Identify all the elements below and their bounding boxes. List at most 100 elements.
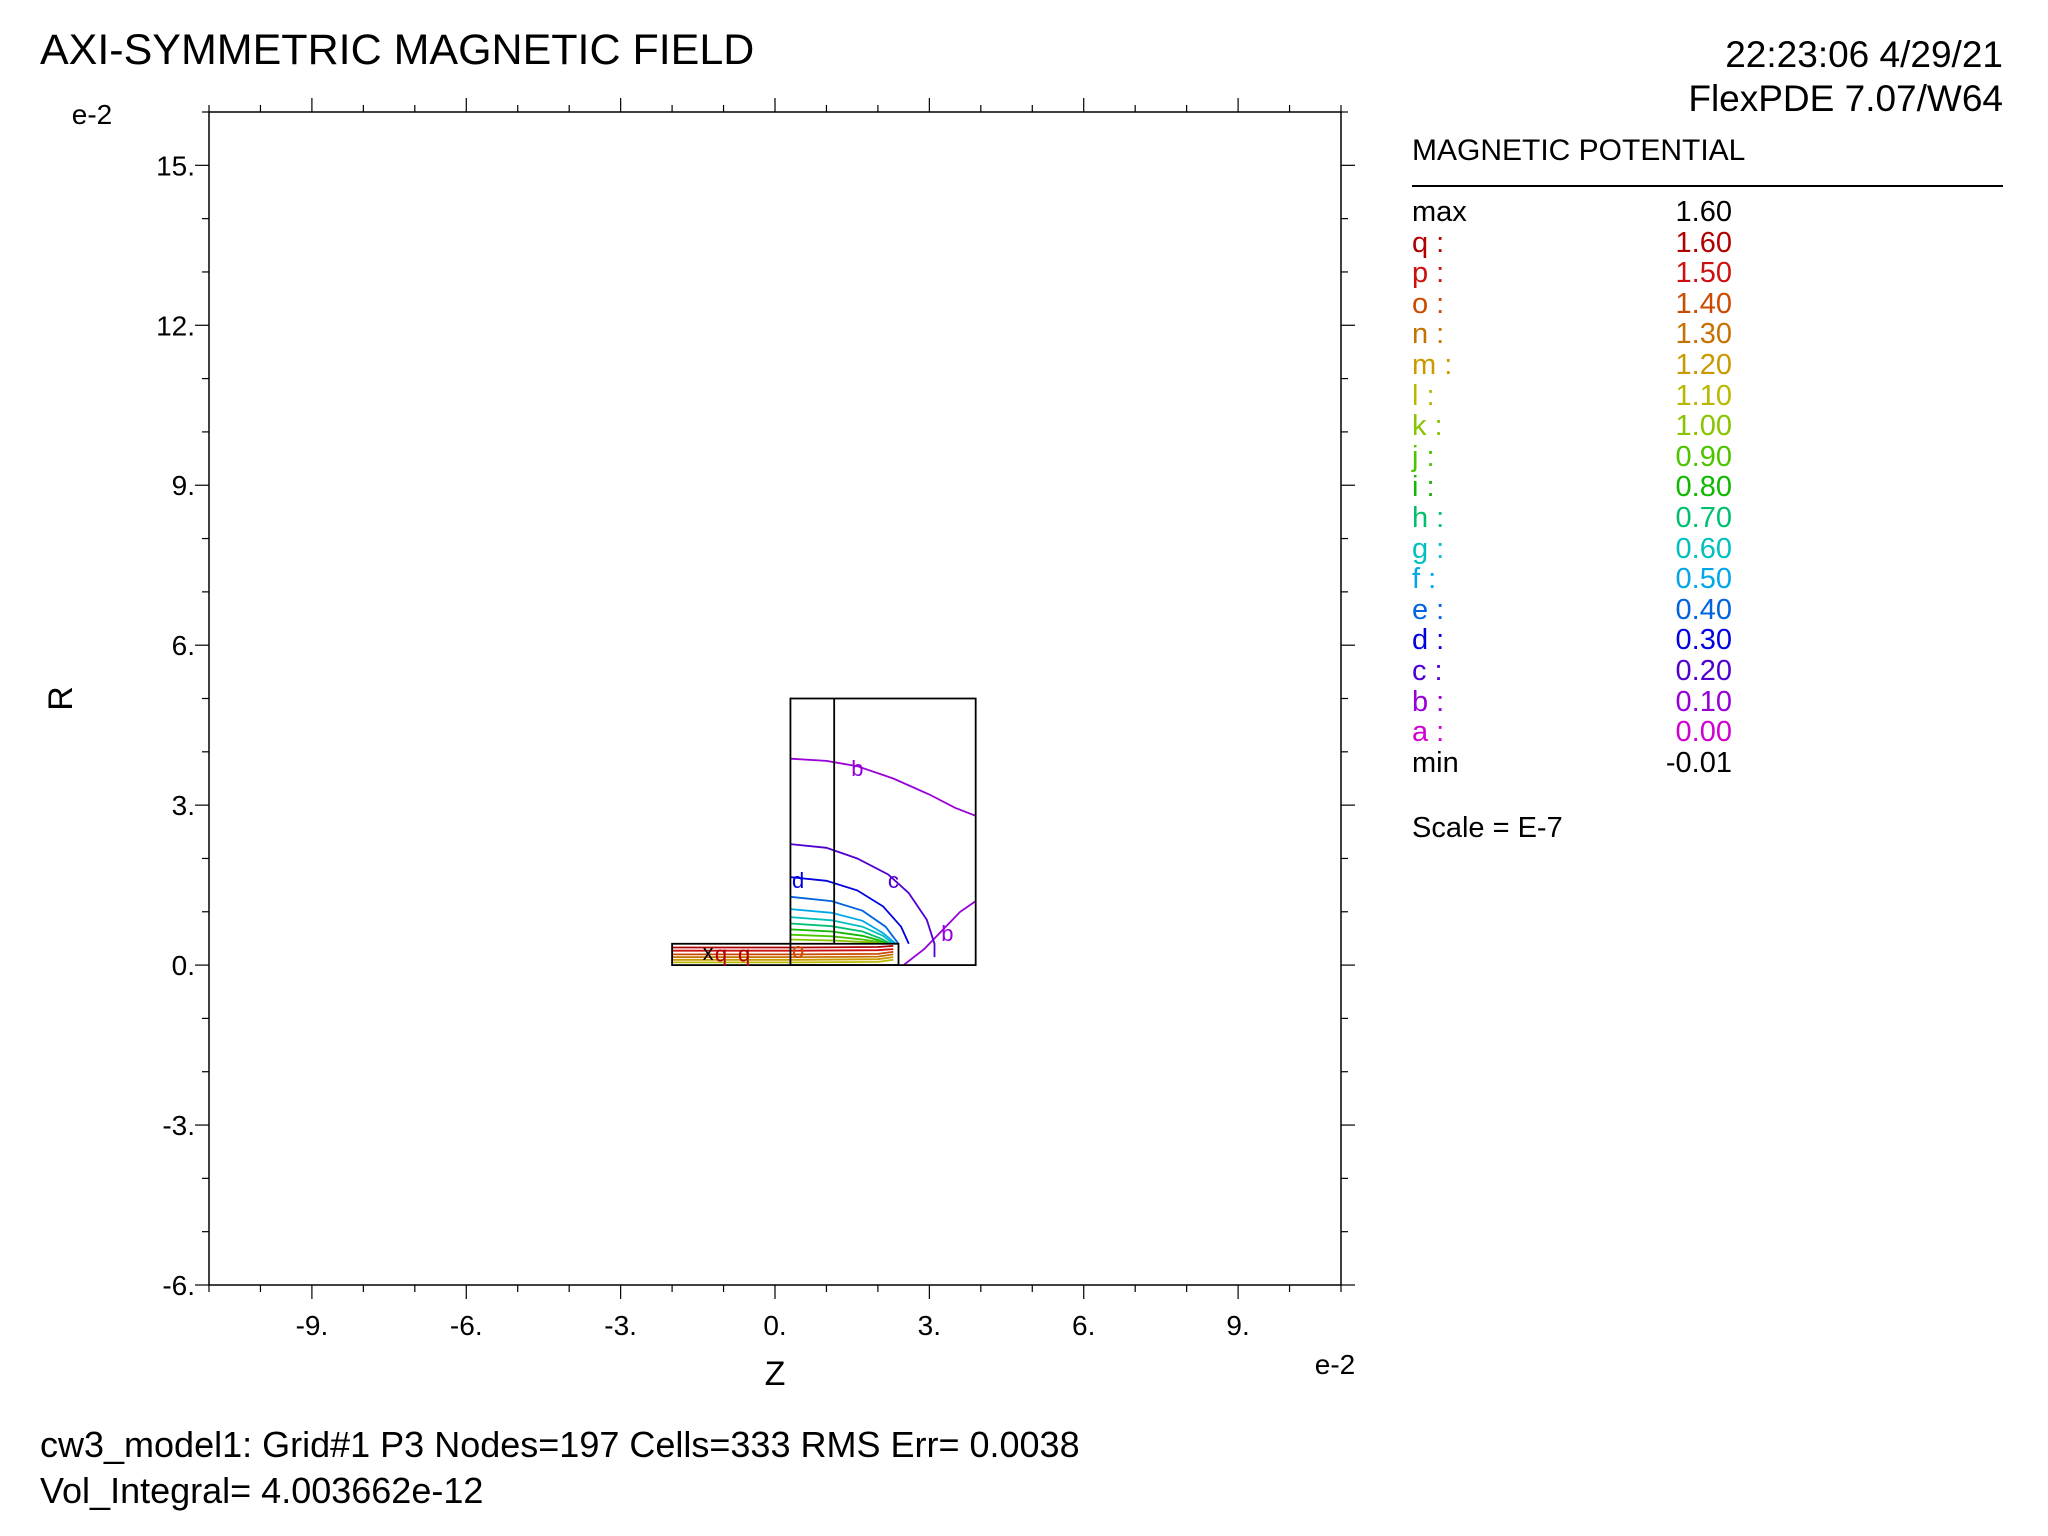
legend-key: b :: [1412, 685, 1445, 718]
legend-key: q :: [1412, 226, 1445, 259]
legend-title: MAGNETIC POTENTIAL: [1412, 134, 1746, 167]
legend-row: d : 0.30: [1412, 625, 1872, 656]
legend-divider: [1412, 185, 2003, 187]
legend-key: l :: [1412, 379, 1435, 412]
legend-key: j :: [1412, 440, 1435, 473]
x-tick-label: 6.: [1072, 1310, 1095, 1341]
contour-line-c: [790, 843, 936, 958]
x-axis-label: Z: [765, 1355, 786, 1393]
contour-label: o: [792, 938, 804, 963]
legend-key: max: [1412, 196, 1467, 228]
volume-integral: Vol_Integral= 4.003662e-12: [40, 1470, 484, 1511]
legend-row: h : 0.70: [1412, 503, 1872, 534]
plot-title: AXI-SYMMETRIC MAGNETIC FIELD: [40, 26, 755, 74]
x-tick-label: -3.: [604, 1310, 637, 1341]
legend-value: 1.40: [1675, 287, 1732, 320]
legend-value: 0.00: [1675, 716, 1732, 749]
y-tick-label: 15.: [156, 150, 195, 181]
legend-value: 0.70: [1675, 501, 1732, 534]
contour-line-f: [790, 908, 897, 945]
contour-label: x: [703, 940, 714, 965]
legend-key: g :: [1412, 532, 1445, 565]
legend-row: n : 1.30: [1412, 319, 1872, 350]
contour-label: c: [888, 868, 899, 893]
legend-value: 1.50: [1675, 257, 1732, 290]
contour-line-j: [790, 933, 886, 945]
timestamp: 22:23:06 4/29/21: [1725, 34, 2003, 75]
legend-row: k : 1.00: [1412, 411, 1872, 442]
legend-key: m :: [1412, 348, 1453, 381]
legend-row: p : 1.50: [1412, 258, 1872, 289]
legend-value: 1.00: [1675, 410, 1732, 443]
contour-line-o: [672, 950, 894, 956]
x-multiplier-label: e-2: [1315, 1349, 1355, 1380]
legend-value: 0.80: [1675, 471, 1732, 504]
legend-row: m : 1.20: [1412, 350, 1872, 381]
legend-row: f : 0.50: [1412, 564, 1872, 595]
contour-line-b: [790, 757, 977, 817]
legend-row: min -0.01: [1412, 748, 1872, 779]
legend-value: 0.10: [1675, 685, 1732, 718]
y-tick-label: -3.: [162, 1110, 195, 1141]
legend-value: 1.20: [1675, 348, 1732, 381]
legend-row: b : 0.10: [1412, 685, 1872, 718]
contour-label: b: [941, 921, 953, 946]
legend-key: a :: [1412, 716, 1445, 749]
legend-key: d :: [1412, 624, 1445, 657]
contour-label: d: [792, 868, 804, 893]
x-tick-label: -9.: [296, 1310, 329, 1341]
legend-value: 1.30: [1675, 318, 1732, 351]
legend-key: h :: [1412, 501, 1445, 534]
x-tick-label: -6.: [450, 1310, 483, 1341]
legend-key: min: [1412, 746, 1459, 779]
legend-value: -0.01: [1665, 746, 1732, 779]
legend-value: 0.90: [1675, 440, 1732, 473]
y-tick-label: 9.: [172, 470, 195, 501]
legend-row: max 1.60: [1412, 197, 1872, 228]
legend-row: o : 1.40: [1412, 289, 1872, 320]
legend-value: 1.60: [1675, 226, 1732, 259]
legend-row: j : 0.90: [1412, 442, 1872, 473]
contour-label: b: [851, 756, 863, 781]
legend-value: 0.40: [1675, 593, 1732, 626]
contour-line-e: [790, 895, 900, 945]
contour-label: q: [715, 941, 727, 966]
scale-note: Scale = E-7: [1412, 812, 1563, 844]
contour-line-p: [672, 948, 894, 952]
legend-row: l : 1.10: [1412, 379, 1872, 412]
legend-row: i : 0.80: [1412, 472, 1872, 503]
y-tick-label: 6.: [172, 630, 195, 661]
legend: max 1.60 q : 1.60 p : 1.50 o : 1.40 n : 1.30 m : 1.…: [1412, 197, 1872, 778]
legend-value: 1.60: [1675, 196, 1732, 228]
legend-row: g : 0.60: [1412, 532, 1872, 565]
contour-line-b: [903, 900, 977, 966]
run-summary: cw3_model1: Grid#1 P3 Nodes=197 Cells=33…: [40, 1424, 1080, 1465]
legend-row: e : 0.40: [1412, 595, 1872, 626]
contour-line-n: [672, 953, 894, 958]
contour-label: q: [738, 941, 750, 966]
legend-row: c : 0.20: [1412, 656, 1872, 687]
y-tick-label: 12.: [156, 310, 195, 341]
legend-value: 1.10: [1675, 379, 1732, 412]
y-multiplier-label: e-2: [72, 99, 112, 130]
legend-key: n :: [1412, 318, 1445, 351]
legend-key: f :: [1412, 563, 1437, 596]
contour-line-h: [790, 922, 892, 945]
legend-key: o :: [1412, 287, 1445, 320]
legend-key: i :: [1412, 471, 1435, 504]
contour-line-i: [790, 928, 889, 945]
y-axis-label: R: [42, 686, 80, 711]
x-tick-label: 3.: [918, 1310, 941, 1341]
legend-key: k :: [1412, 410, 1443, 443]
legend-value: 0.50: [1675, 563, 1732, 596]
plot-frame: [208, 111, 1342, 1286]
legend-key: e :: [1412, 593, 1445, 626]
legend-value: 0.60: [1675, 532, 1732, 565]
y-tick-label: -6.: [162, 1270, 195, 1301]
legend-key: c :: [1412, 654, 1443, 687]
region-outline: [671, 942, 900, 966]
contour-line-g: [790, 916, 894, 945]
x-tick-label: 0.: [763, 1310, 786, 1341]
contour-line-l: [672, 958, 894, 964]
y-tick-label: 3.: [172, 790, 195, 821]
